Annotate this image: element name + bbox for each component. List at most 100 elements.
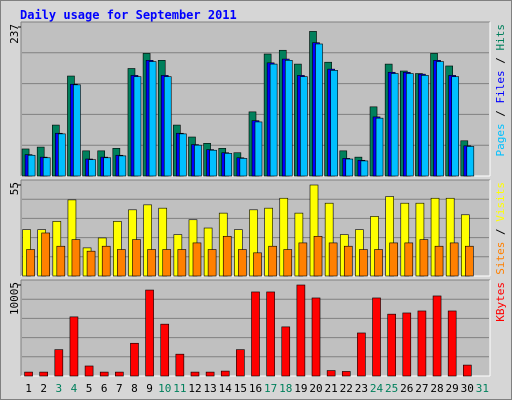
x-tick-label: 1 [25,382,32,395]
bar [179,133,187,177]
bar [207,249,217,277]
x-tick-label: 5 [86,382,93,395]
bar [238,249,247,277]
bar [434,245,444,277]
bar [145,289,154,377]
bar [177,249,187,277]
bar [372,297,381,377]
bar [432,295,442,377]
bar [253,252,262,277]
label-separator: / [494,51,507,71]
bar [236,349,245,377]
bar [330,70,338,177]
bar [251,291,260,377]
x-tick-label: 13 [203,382,216,395]
bar [466,146,475,177]
x-tick-label: 18 [279,382,292,395]
x-tick-label: 12 [188,382,201,395]
x-tick-label: 15 [234,382,247,395]
bar [101,245,111,277]
bar [360,160,369,177]
bar [421,75,429,177]
bar [220,370,230,377]
bar [133,76,142,177]
bar [175,353,185,377]
x-tick-label: 31 [476,382,489,395]
x-tick-label: 2 [40,382,47,395]
chart-title: Daily usage for September 2011 [20,8,237,22]
bar [283,249,293,277]
bar [375,117,384,177]
bar [99,371,109,377]
legend-entry: Files [494,70,507,103]
y-tick-label: 10005 [8,282,21,315]
bar [148,61,157,177]
x-tick-label: 21 [325,382,338,395]
bar [298,242,308,277]
bar [374,249,383,277]
bar [359,249,368,277]
legend-entry: KBytes [494,282,507,322]
x-tick-label: 25 [385,382,398,395]
bar [194,144,202,177]
bar [118,155,127,177]
x-tick-label: 27 [415,382,428,395]
bar [58,133,66,177]
bar [463,364,472,377]
bar [73,84,81,177]
bar [300,76,308,177]
bar [54,349,64,377]
bar [357,332,366,377]
x-tick-label: 29 [446,382,459,395]
bar [281,326,291,377]
bar [404,242,414,277]
bar [449,242,459,277]
bar [390,73,399,177]
bar [24,371,33,377]
bar [465,245,474,277]
x-tick-label: 28 [430,382,443,395]
bar [387,313,396,377]
bar [26,249,35,277]
bar [341,371,351,377]
bar [160,323,170,377]
bar [224,153,233,177]
x-tick-label: 17 [264,382,277,395]
legend-entry: Pages [494,123,507,156]
bar [284,60,293,177]
bar [162,249,172,277]
bar [41,232,50,277]
bar [222,235,232,277]
bar [88,159,96,177]
bar [296,284,306,377]
bar [268,245,277,277]
x-tick-label: 22 [340,382,353,395]
x-tick-label: 30 [461,382,474,395]
bar [345,158,354,177]
label-separator: / [494,222,507,242]
label-separator: / [494,104,507,124]
bar [84,365,94,377]
bar [69,316,79,377]
bar [192,242,202,277]
bar [205,371,215,377]
bar [147,249,156,277]
x-tick-label: 4 [71,382,78,395]
bar [239,158,248,177]
bar [209,149,217,177]
x-tick-label: 20 [309,382,322,395]
bar [311,297,321,377]
bar [86,250,96,277]
bar [130,342,139,377]
bar [71,239,81,277]
x-tick-label: 8 [131,382,138,395]
bar [389,242,398,277]
x-tick-label: 23 [355,382,368,395]
x-tick-label: 11 [173,382,186,395]
bar [315,43,323,177]
bar [313,235,323,277]
x-tick-label: 19 [294,382,307,395]
series-label: KBytes [494,282,507,322]
series-label: Sites / Visits [494,182,507,275]
